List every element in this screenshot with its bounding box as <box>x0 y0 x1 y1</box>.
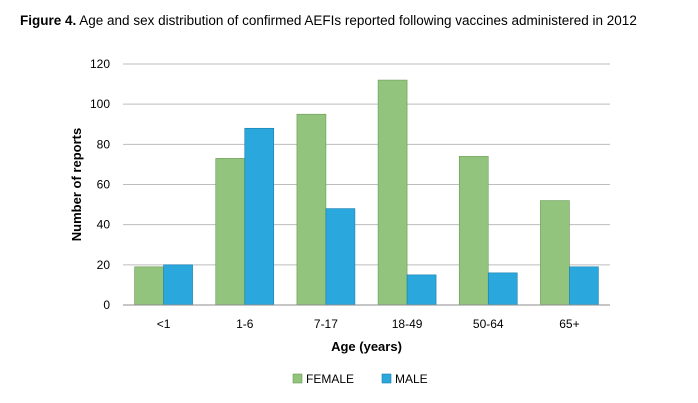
bar-female-5 <box>540 200 570 306</box>
bar-male-2 <box>325 208 356 306</box>
x-tick-label: 1-6 <box>236 317 254 331</box>
x-tick-label: 50-64 <box>473 317 504 331</box>
bar-female-4 <box>458 156 489 306</box>
legend: FEMALE MALE <box>292 372 428 386</box>
x-tick-label: <1 <box>157 317 171 331</box>
bar-female-1 <box>215 158 246 306</box>
bar-male-4 <box>487 272 518 306</box>
y-tick-label: 20 <box>97 258 111 272</box>
gridlines <box>123 63 610 266</box>
x-tick-label: 65+ <box>559 317 579 331</box>
bar-male-1 <box>244 127 275 306</box>
x-tick-label: 18-49 <box>392 317 423 331</box>
y-axis-title: Number of reports <box>69 128 84 241</box>
figure-caption: Age and sex distribution of confirmed AE… <box>76 13 637 28</box>
legend-swatch-female <box>292 373 303 384</box>
bar-male-0 <box>163 264 193 306</box>
y-tick-label: 100 <box>90 97 110 111</box>
y-tick-label: 60 <box>97 178 111 192</box>
bar-male-5 <box>569 266 599 306</box>
y-tick-label: 40 <box>97 218 111 232</box>
figure-label: Figure 4. <box>20 13 77 28</box>
y-tick-label: 120 <box>90 57 110 71</box>
legend-label-male: MALE <box>395 372 428 386</box>
bar-male-3 <box>406 274 437 306</box>
y-tick-label: 80 <box>97 137 111 151</box>
legend-label-female: FEMALE <box>306 372 354 386</box>
y-tick-label: 0 <box>103 298 110 312</box>
bar-female-3 <box>377 79 408 306</box>
y-axis-ticks: 0 20 40 60 80 100 120 <box>90 57 110 312</box>
bar-female-0 <box>134 266 164 306</box>
figure-title: Figure 4. Age and sex distribution of co… <box>20 13 637 28</box>
legend-swatch-male <box>381 373 392 384</box>
x-axis-title: Age (years) <box>331 339 402 354</box>
x-axis-ticks: <1 1-6 7-17 18-49 50-64 65+ <box>157 317 580 331</box>
bar-female-2 <box>296 113 327 306</box>
x-tick-label: 7-17 <box>314 317 338 331</box>
bars <box>134 79 599 306</box>
